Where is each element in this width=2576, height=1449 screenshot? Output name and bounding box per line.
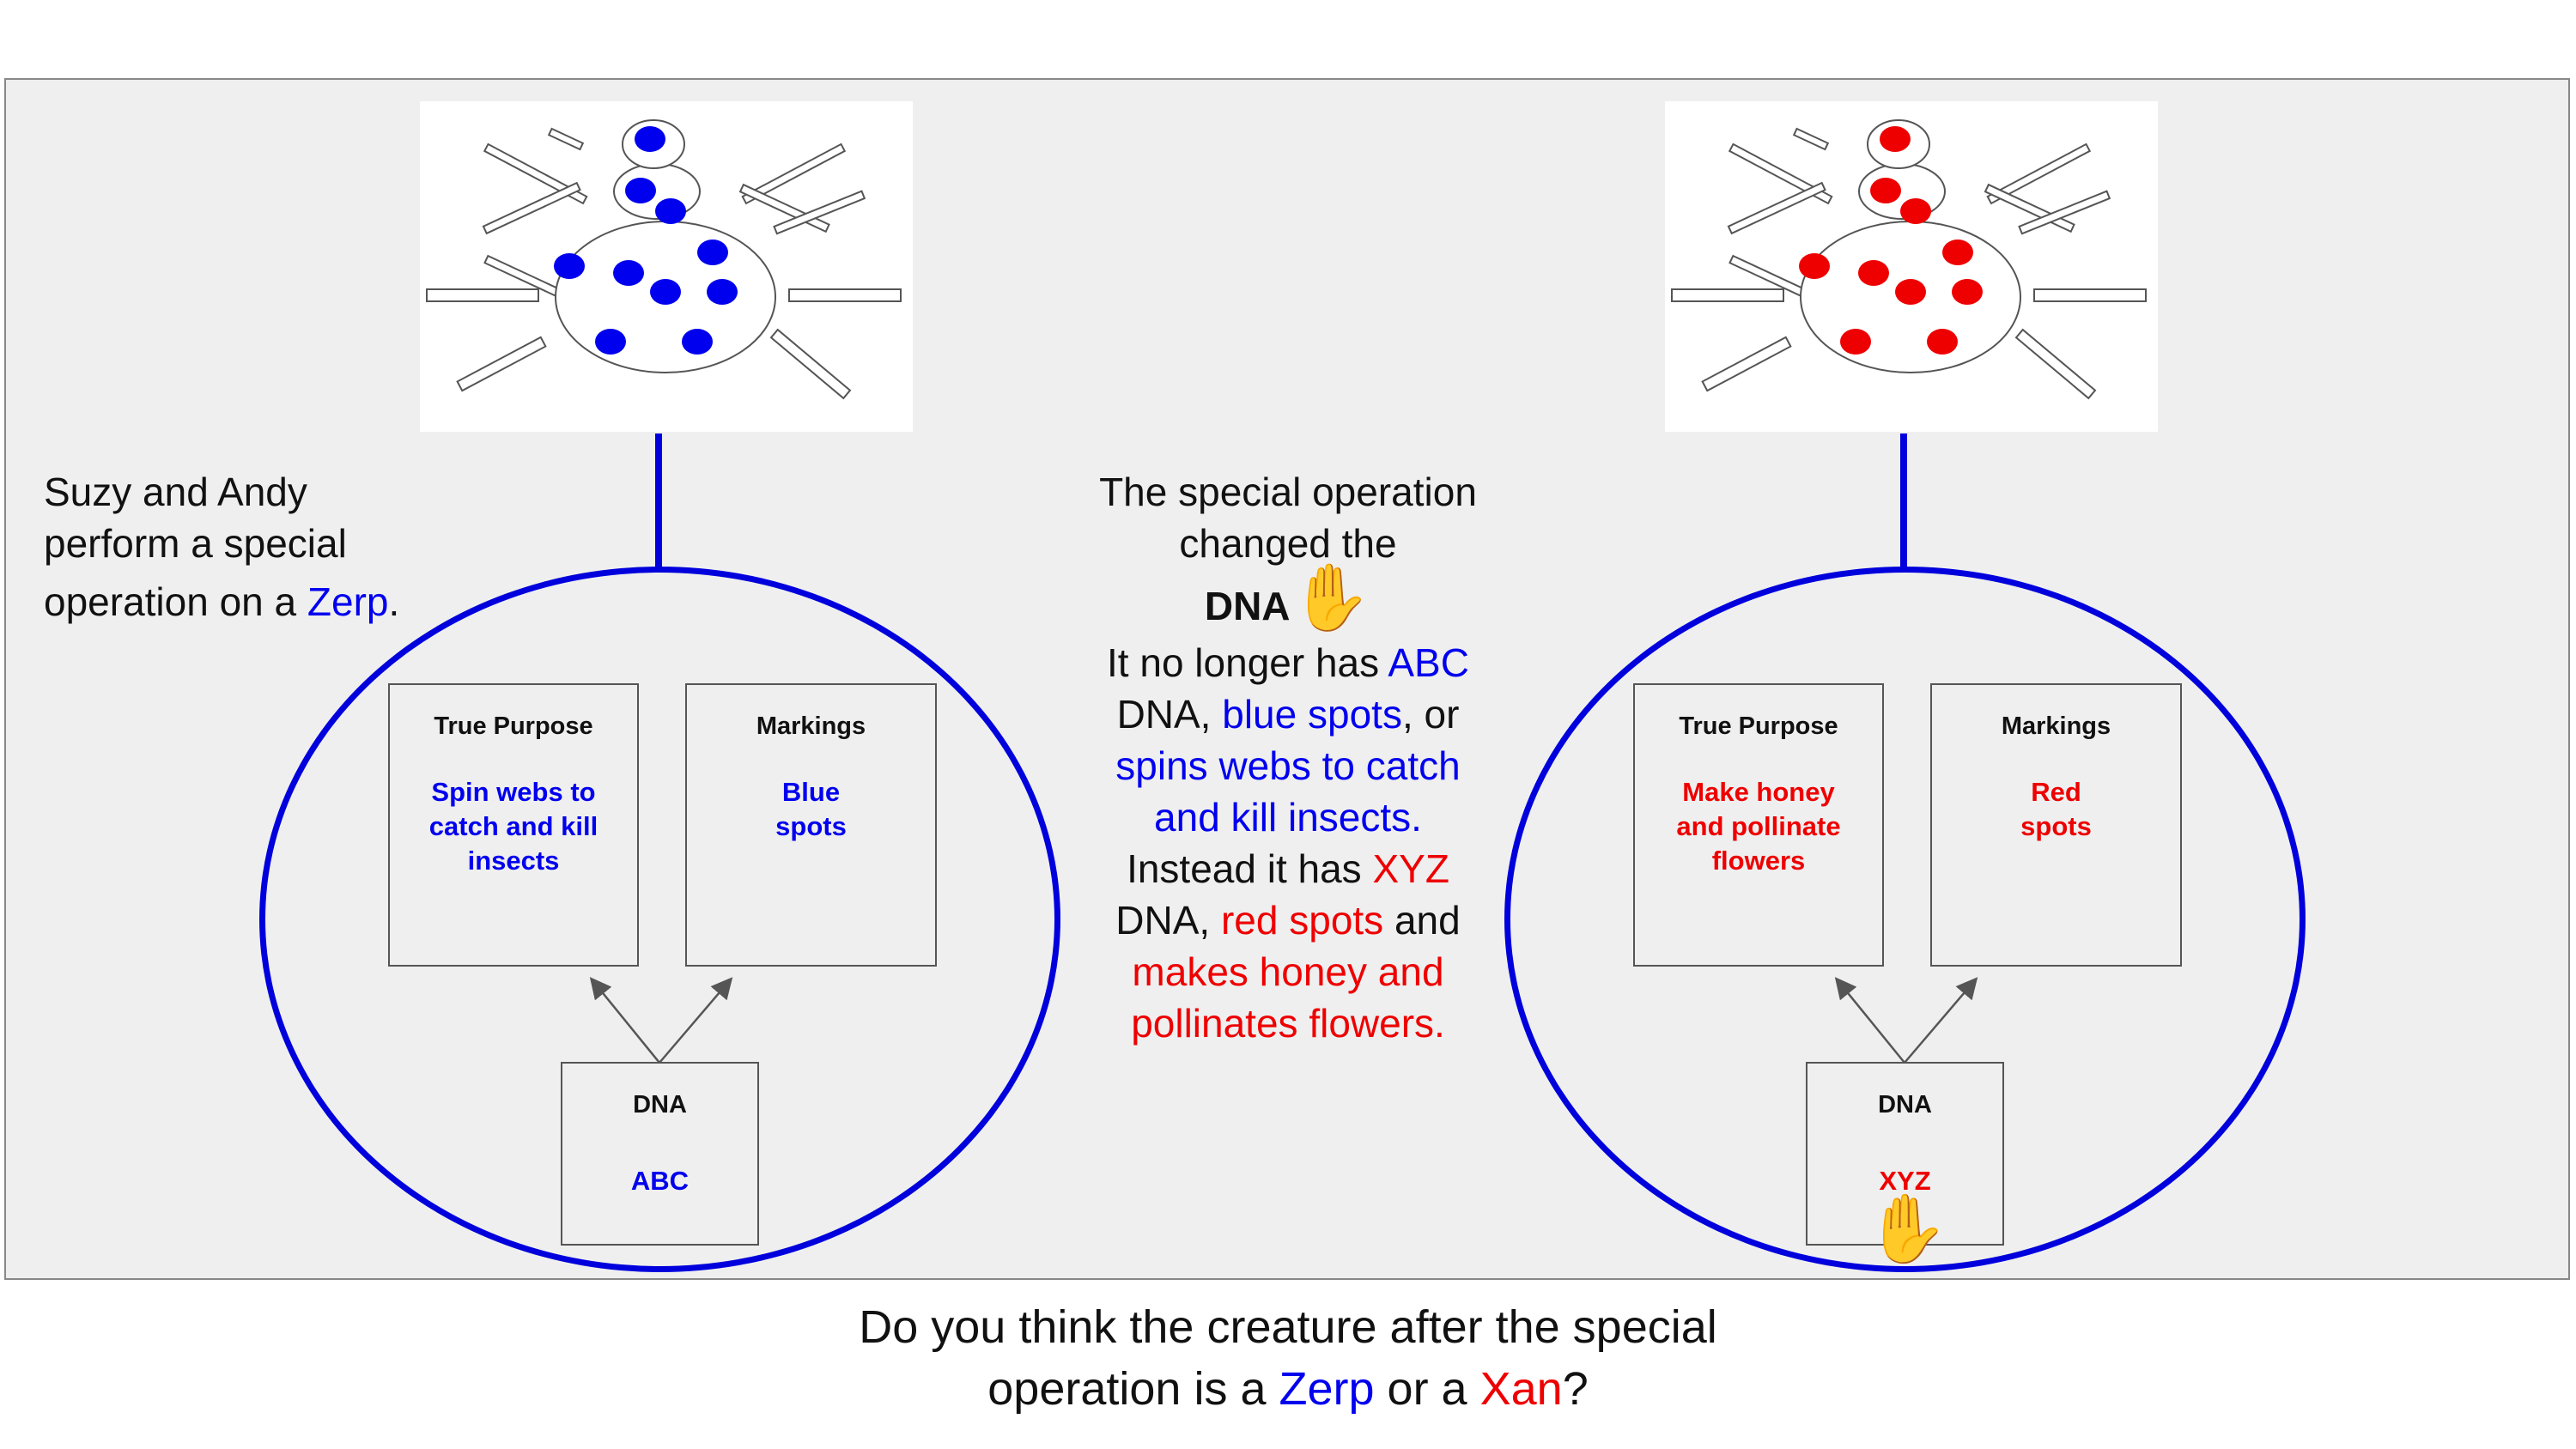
zerp-dna-arrows xyxy=(589,977,733,1064)
purpose-line: Make honey xyxy=(1682,777,1835,807)
explanation-text: The special operation changed the DNA✋ I… xyxy=(1030,466,1546,1049)
zerp-creature-image xyxy=(420,101,913,432)
question-line: operation is a Zerp or a Xan? xyxy=(0,1358,2576,1420)
markings-line: Blue xyxy=(781,777,841,807)
dna-title: DNA xyxy=(633,1091,687,1119)
red-spots-phrase: red spots xyxy=(1220,898,1384,943)
explanation-line: DNA, red spots and xyxy=(1030,894,1546,946)
explanation-line: The special operation xyxy=(1099,470,1477,514)
explanation-line: spins webs to catch xyxy=(1115,743,1461,788)
raised-hand-icon: ✋ xyxy=(1290,561,1372,634)
xan-word: Xan xyxy=(1479,1363,1563,1415)
zerp-word: Zerp xyxy=(307,579,389,624)
true-purpose-value: Spin webs to catch and kill insects xyxy=(390,775,637,878)
purpose-line: insects xyxy=(467,846,560,876)
transformed-internals-oval xyxy=(1504,567,2306,1272)
purpose-line: Spin webs to xyxy=(431,777,596,807)
true-purpose-title: True Purpose xyxy=(1679,712,1838,740)
explanation-line: Instead it has XYZ xyxy=(1030,843,1546,894)
markings-title: Markings xyxy=(2001,712,2111,740)
zerp-connector-line xyxy=(655,433,662,571)
markings-line: spots xyxy=(775,811,847,841)
question-fragment: operation is a xyxy=(987,1363,1279,1415)
markings-title: Markings xyxy=(756,712,866,740)
markings-line: Red xyxy=(2031,777,2081,807)
transformed-connector-line xyxy=(1900,433,1907,571)
transformed-true-purpose-box: True Purpose Make honey and pollinate fl… xyxy=(1633,683,1884,967)
markings-line: spots xyxy=(2020,811,2092,841)
explanation-line: It no longer has ABC xyxy=(1030,637,1546,688)
explanation-fragment: Instead it has xyxy=(1127,846,1373,891)
intro-line: operation on a Zerp. xyxy=(44,576,399,627)
transformed-dna-box: DNA XYZ xyxy=(1806,1062,2004,1246)
explanation-line: and kill insects. xyxy=(1154,795,1422,840)
dna-title: DNA xyxy=(1878,1091,1932,1119)
intro-text-fragment: . xyxy=(388,579,400,624)
explanation-line: changed the xyxy=(1179,521,1397,566)
zerp-word: Zerp xyxy=(1279,1363,1375,1415)
intro-text: Suzy and Andy perform a special operatio… xyxy=(44,466,399,627)
intro-text-fragment: operation on a xyxy=(44,579,307,624)
markings-value: Blue spots xyxy=(687,775,935,844)
explanation-line: DNA, blue spots, or xyxy=(1030,688,1546,740)
zerp-internals-oval xyxy=(259,567,1060,1272)
xyz-word: XYZ xyxy=(1372,846,1449,891)
raised-hand-icon: ✋ xyxy=(1865,1191,1949,1266)
explanation-line: makes honey and xyxy=(1132,949,1444,994)
intro-line: perform a special xyxy=(44,521,347,566)
explanation-fragment: DNA, xyxy=(1116,692,1223,737)
dna-label: DNA xyxy=(1204,584,1291,628)
dna-value: XYZ xyxy=(1879,1166,1931,1196)
purpose-line: flowers xyxy=(1711,846,1806,876)
intro-line: Suzy and Andy xyxy=(44,470,307,514)
question-fragment: ? xyxy=(1562,1363,1589,1415)
explanation-line: DNA✋ xyxy=(1030,566,1546,632)
true-purpose-value: Make honey and pollinate flowers xyxy=(1635,775,1882,878)
markings-value: Red spots xyxy=(1932,775,2180,844)
zerp-creature-drawing xyxy=(426,119,902,400)
transformed-markings-box: Markings Red spots xyxy=(1930,683,2182,967)
zerp-markings-box: Markings Blue spots xyxy=(685,683,937,967)
transformed-dna-arrows xyxy=(1834,977,1978,1064)
purpose-line: and pollinate xyxy=(1676,811,1841,841)
transformed-creature-drawing xyxy=(1671,119,2147,400)
question-line: Do you think the creature after the spec… xyxy=(859,1301,1717,1353)
explanation-fragment: and xyxy=(1383,898,1461,943)
true-purpose-title: True Purpose xyxy=(434,712,593,740)
purpose-line: catch and kill xyxy=(428,811,598,841)
blue-spots-phrase: blue spots xyxy=(1222,692,1402,737)
zerp-dna-box: DNA ABC xyxy=(561,1062,759,1246)
explanation-fragment: It no longer has xyxy=(1107,640,1388,685)
transformed-creature-image xyxy=(1665,101,2158,432)
dna-value: ABC xyxy=(630,1166,690,1196)
question-fragment: or a xyxy=(1374,1363,1480,1415)
explanation-line: pollinates flowers. xyxy=(1131,1001,1445,1046)
abc-word: ABC xyxy=(1388,640,1469,685)
zerp-true-purpose-box: True Purpose Spin webs to catch and kill… xyxy=(388,683,639,967)
question-text: Do you think the creature after the spec… xyxy=(0,1296,2576,1420)
explanation-fragment: DNA, xyxy=(1115,898,1221,943)
explanation-fragment: , or xyxy=(1401,692,1460,737)
